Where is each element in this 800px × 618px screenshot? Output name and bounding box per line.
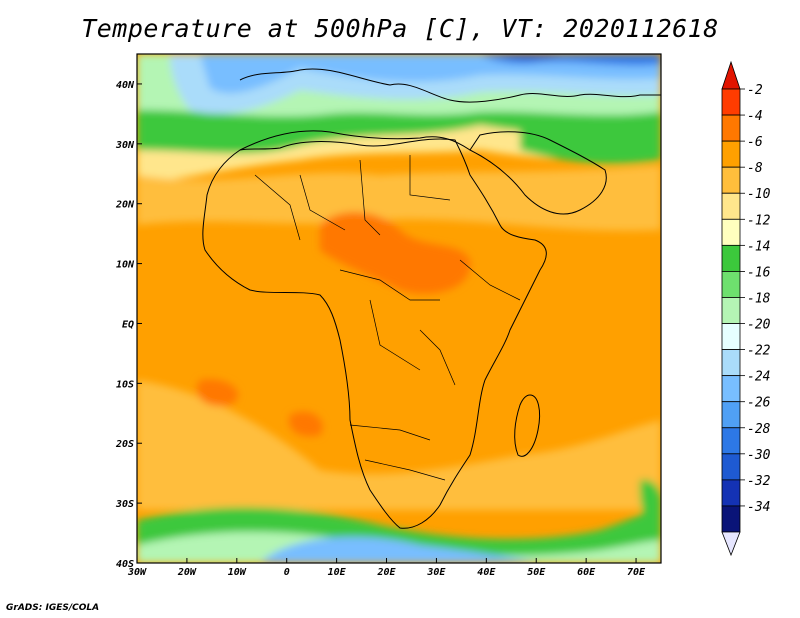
lon-tick-label: 10E xyxy=(328,567,347,578)
colorbar-label: -22 xyxy=(747,344,771,359)
lon-tick-label: 70E xyxy=(627,567,646,578)
colorbar-swatch xyxy=(721,505,741,533)
colorbar-swatch xyxy=(721,114,741,142)
colorbar-swatch xyxy=(721,297,741,324)
colorbar-label: -26 xyxy=(747,396,771,411)
colorbar-swatch xyxy=(721,479,741,507)
map-title: Temperature at 500hPa [C], VT: 202011261… xyxy=(81,14,719,43)
colorbar-label: -18 xyxy=(747,291,771,306)
lon-tick-label: 10W xyxy=(228,567,247,578)
plot-frame xyxy=(136,53,662,564)
colorbar-bottom-arrow xyxy=(721,531,741,557)
colorbar-label: -16 xyxy=(747,265,771,280)
lon-tick-label: 20E xyxy=(376,567,396,578)
lat-tick-label: 30S xyxy=(115,499,134,510)
colorbar-label: -6 xyxy=(747,135,763,150)
country-borders xyxy=(254,155,521,481)
lat-tick-label: 20S xyxy=(115,439,134,450)
colorbar-swatch xyxy=(721,88,741,116)
lat-tick-label: 40N xyxy=(116,80,135,91)
colorbar-swatch xyxy=(721,218,741,246)
colorbar-label: -14 xyxy=(747,239,770,254)
lon-tick-label: 60E xyxy=(577,567,596,578)
lat-tick-label: 40S xyxy=(116,559,134,570)
colorbar-label: -20 xyxy=(747,318,771,333)
colorbar-swatch xyxy=(721,271,741,298)
lon-tick-label: 0 xyxy=(284,567,290,578)
temperature-field xyxy=(137,54,661,563)
longitude-axis: 30W 20W 10W 0 10E 20E 30E 40E 50E 60E 70E xyxy=(127,558,646,578)
colorbar-label: -12 xyxy=(747,213,771,228)
latitude-axis: 40N 30N 20N 10N EQ 10S 20S 30S 40S xyxy=(115,80,142,570)
lat-tick-label: 20N xyxy=(115,200,135,211)
colorbar-label: -34 xyxy=(747,500,770,515)
colorbar-swatch xyxy=(721,244,741,272)
lat-tick-label: 10N xyxy=(116,260,135,271)
colorbar-label: -24 xyxy=(747,370,770,385)
lon-tick-label: 20W xyxy=(177,567,197,578)
colorbar-top-arrow xyxy=(721,60,741,90)
colorbar-label: -30 xyxy=(747,448,771,463)
colorbar: -2 -4 -6 -8 -10 -12 -14 -16 -18 -20 -22 -24 -26 -28 -3… xyxy=(721,60,771,557)
lon-tick-label: 50E xyxy=(527,567,546,578)
lat-tick-label: EQ xyxy=(122,319,134,330)
colorbar-swatch xyxy=(721,192,741,220)
colorbar-label: -8 xyxy=(747,161,763,176)
colorbar-swatch xyxy=(721,349,741,377)
colorbar-swatch xyxy=(721,166,741,194)
colorbar-swatch xyxy=(721,453,741,481)
colorbar-swatch xyxy=(721,140,741,168)
lat-tick-label: 30N xyxy=(115,140,135,151)
lat-tick-label: 10S xyxy=(116,379,134,390)
colorbar-label: -32 xyxy=(747,474,771,489)
coastlines xyxy=(202,68,661,529)
lon-tick-label: 30E xyxy=(426,567,446,578)
lon-tick-label: 30W xyxy=(127,567,147,578)
colorbar-swatch xyxy=(721,401,741,429)
software-credit: GrADS: IGES/COLA xyxy=(6,603,100,613)
colorbar-swatch xyxy=(721,323,741,350)
colorbar-label: -4 xyxy=(747,109,763,124)
lon-tick-label: 40E xyxy=(477,567,496,578)
colorbar-label: -10 xyxy=(747,187,771,202)
colorbar-label: -28 xyxy=(747,422,771,437)
colorbar-swatch xyxy=(721,375,741,403)
colorbar-swatch xyxy=(721,427,741,455)
colorbar-label: -2 xyxy=(747,83,763,98)
